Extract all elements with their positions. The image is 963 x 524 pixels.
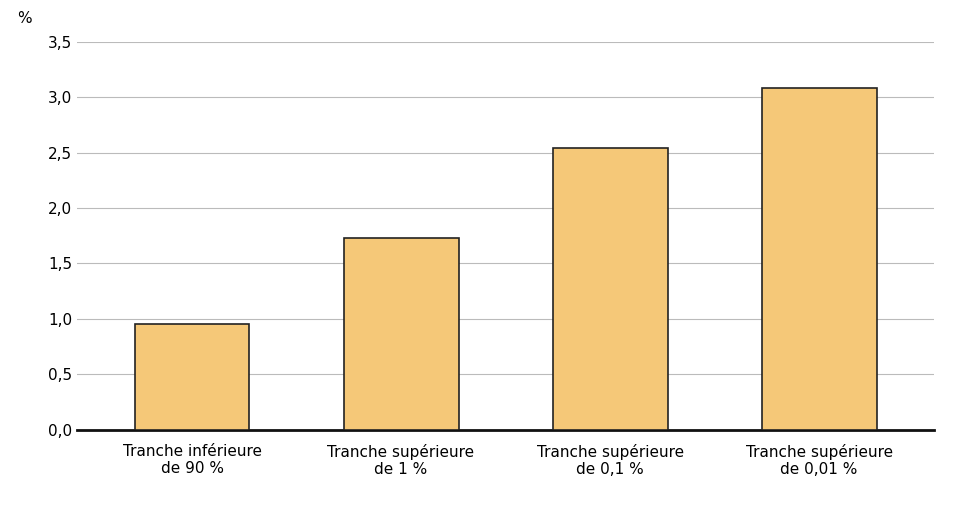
Bar	[135, 324, 249, 430]
Text: %: %	[17, 12, 32, 26]
Bar	[553, 148, 667, 430]
Bar	[762, 89, 876, 430]
Bar	[344, 238, 458, 430]
